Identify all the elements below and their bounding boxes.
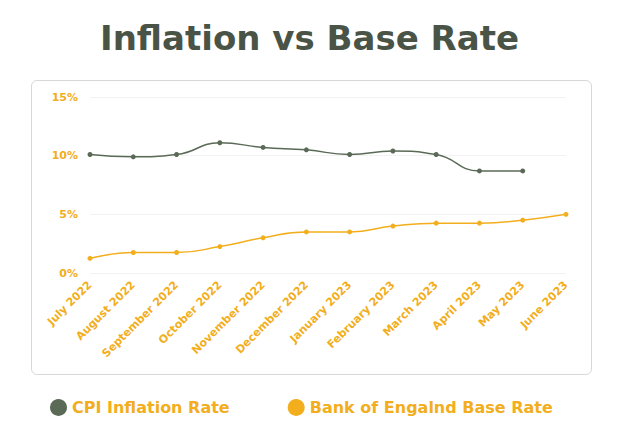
svg-text:March 2023: March 2023	[380, 278, 440, 338]
svg-text:November 2022: November 2022	[189, 278, 267, 356]
svg-text:May 2023: May 2023	[476, 278, 528, 330]
svg-text:December 2022: December 2022	[233, 278, 311, 356]
svg-text:July 2022: July 2022	[44, 278, 95, 329]
svg-text:June 2023: June 2023	[517, 278, 570, 331]
svg-text:10%: 10%	[52, 149, 78, 162]
svg-text:August 2022: August 2022	[73, 278, 138, 343]
svg-text:October 2022: October 2022	[156, 278, 225, 347]
svg-text:February 2023: February 2023	[325, 278, 398, 351]
svg-text:CPI Inflation Rate: CPI Inflation Rate	[72, 398, 230, 417]
svg-text:September 2022: September 2022	[99, 278, 181, 360]
svg-text:April 2023: April 2023	[430, 278, 484, 332]
svg-text:January 2023: January 2023	[287, 278, 355, 346]
svg-text:5%: 5%	[59, 208, 78, 221]
svg-text:0%: 0%	[59, 267, 78, 280]
svg-text:Inflation vs Base Rate: Inflation vs Base Rate	[100, 18, 519, 58]
svg-text:Bank of Engalnd Base Rate: Bank of Engalnd Base Rate	[310, 398, 553, 417]
svg-text:15%: 15%	[52, 91, 78, 104]
